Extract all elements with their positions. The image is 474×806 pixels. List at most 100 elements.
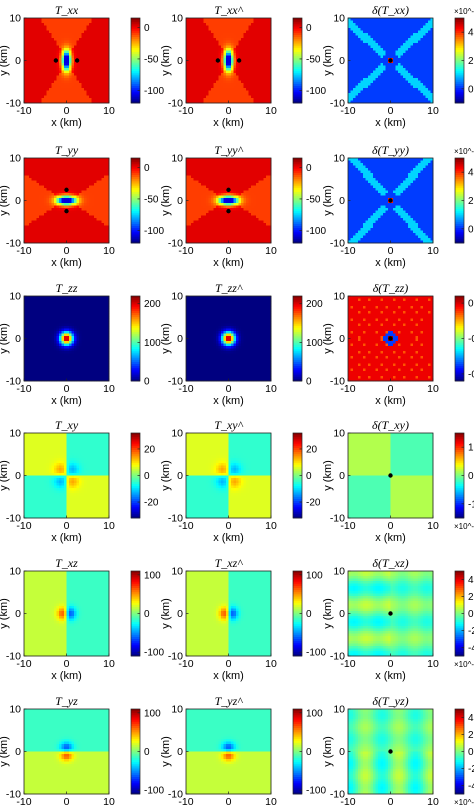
heatmap-cell bbox=[99, 233, 102, 236]
heatmap-cell bbox=[353, 25, 356, 29]
heatmap-cell bbox=[353, 38, 356, 41]
heatmap-cell bbox=[61, 23, 65, 26]
heatmap-cell bbox=[36, 30, 40, 34]
heatmap-cell bbox=[258, 83, 262, 86]
heatmap-cell bbox=[31, 93, 35, 96]
heatmap-cell bbox=[94, 23, 97, 26]
heatmap-cell bbox=[84, 90, 87, 94]
heatmap-cell bbox=[56, 190, 60, 194]
heatmap-cell bbox=[243, 43, 247, 46]
heatmap-cell bbox=[226, 58, 229, 61]
heatmap-cell bbox=[253, 28, 257, 31]
heatmap-cell bbox=[24, 180, 27, 184]
colorbar-band bbox=[131, 185, 140, 189]
heatmap-cell bbox=[76, 178, 80, 181]
heatmap-cell bbox=[258, 78, 262, 81]
heatmap-cell bbox=[74, 18, 77, 21]
heatmap-cell bbox=[198, 63, 202, 66]
heatmap-cell bbox=[64, 218, 67, 221]
heatmap-cell bbox=[353, 30, 356, 34]
heatmap-cell bbox=[34, 70, 37, 74]
heatmap-cell bbox=[59, 168, 62, 171]
heatmap-cell bbox=[26, 63, 30, 66]
heatmap-cell bbox=[54, 30, 57, 34]
heatmap-cell bbox=[66, 175, 70, 179]
heatmap-cell bbox=[66, 93, 70, 96]
heatmap-cell bbox=[61, 65, 65, 69]
colorbar-band bbox=[131, 47, 140, 51]
heatmap-cell bbox=[99, 28, 102, 31]
heatmap-cell bbox=[211, 70, 214, 74]
heatmap-cell bbox=[191, 55, 194, 59]
heatmap-cell bbox=[380, 75, 384, 79]
heatmap-cell bbox=[191, 30, 194, 34]
heatmap-cell bbox=[94, 55, 97, 59]
heatmap-cell bbox=[64, 28, 67, 31]
colorbar-band bbox=[455, 49, 464, 53]
heatmap-cell bbox=[201, 65, 204, 69]
heatmap-cell bbox=[198, 70, 202, 74]
heatmap-cell bbox=[84, 75, 87, 79]
colorbar-band bbox=[131, 192, 140, 195]
heatmap-cell bbox=[430, 18, 434, 21]
heatmap-cell bbox=[206, 45, 209, 49]
colorbar-band bbox=[455, 60, 464, 64]
heatmap-cell bbox=[39, 40, 42, 44]
heatmap-cell bbox=[81, 90, 85, 94]
heatmap-cell bbox=[101, 170, 105, 174]
heatmap-cell bbox=[213, 63, 217, 66]
heatmap-cell bbox=[380, 30, 384, 34]
heatmap-cell bbox=[241, 45, 244, 49]
heatmap-cell bbox=[241, 33, 244, 36]
heatmap-cell bbox=[193, 58, 197, 61]
heatmap-cell bbox=[49, 50, 52, 54]
heatmap-cell bbox=[418, 95, 421, 99]
heatmap-cell bbox=[46, 230, 50, 234]
heatmap-cell bbox=[34, 215, 37, 219]
heatmap-cell bbox=[375, 38, 379, 41]
heatmap-cell bbox=[41, 228, 45, 231]
heatmap-cell bbox=[425, 98, 429, 101]
heatmap-cell bbox=[96, 158, 100, 161]
heatmap-cell bbox=[398, 55, 401, 59]
heatmap-cell bbox=[104, 175, 107, 179]
heatmap-cell bbox=[186, 55, 189, 59]
heatmap-cell bbox=[393, 35, 396, 39]
heatmap-cell bbox=[223, 90, 227, 94]
heatmap-cell bbox=[410, 80, 414, 84]
heatmap-cell bbox=[258, 80, 262, 84]
heatmap-cell bbox=[266, 25, 269, 29]
heatmap-cell bbox=[243, 53, 247, 56]
heatmap-cell bbox=[59, 93, 62, 96]
heatmap-cell bbox=[86, 93, 90, 96]
heatmap-cell bbox=[101, 188, 105, 191]
heatmap-cell bbox=[348, 80, 351, 84]
heatmap-cell bbox=[253, 85, 257, 89]
heatmap-cell bbox=[81, 23, 85, 26]
heatmap-cell bbox=[375, 23, 379, 26]
heatmap-cell bbox=[196, 33, 199, 36]
heatmap-cell bbox=[54, 200, 57, 204]
heatmap-cell bbox=[410, 20, 414, 24]
heatmap-cell bbox=[395, 53, 399, 56]
heatmap-cell bbox=[405, 40, 409, 44]
heatmap-cell bbox=[39, 195, 42, 199]
heatmap-cell bbox=[101, 55, 105, 59]
heatmap-cell bbox=[193, 40, 197, 44]
heatmap-cell bbox=[198, 160, 202, 164]
heatmap-cell bbox=[423, 73, 426, 76]
heatmap-cell bbox=[420, 25, 424, 29]
heatmap-cell bbox=[425, 55, 429, 59]
heatmap-cell bbox=[248, 163, 252, 166]
heatmap-cell bbox=[375, 73, 379, 76]
heatmap-cell bbox=[46, 30, 50, 34]
heatmap-cell bbox=[86, 188, 90, 191]
colorbar-band bbox=[293, 86, 302, 89]
heatmap-cell bbox=[186, 95, 189, 99]
heatmap-cell bbox=[84, 80, 87, 84]
heatmap-cell bbox=[428, 65, 431, 69]
heatmap-cell bbox=[94, 170, 97, 174]
heatmap-cell bbox=[39, 218, 42, 221]
heatmap-cell bbox=[263, 33, 267, 36]
heatmap-cell bbox=[403, 78, 406, 81]
